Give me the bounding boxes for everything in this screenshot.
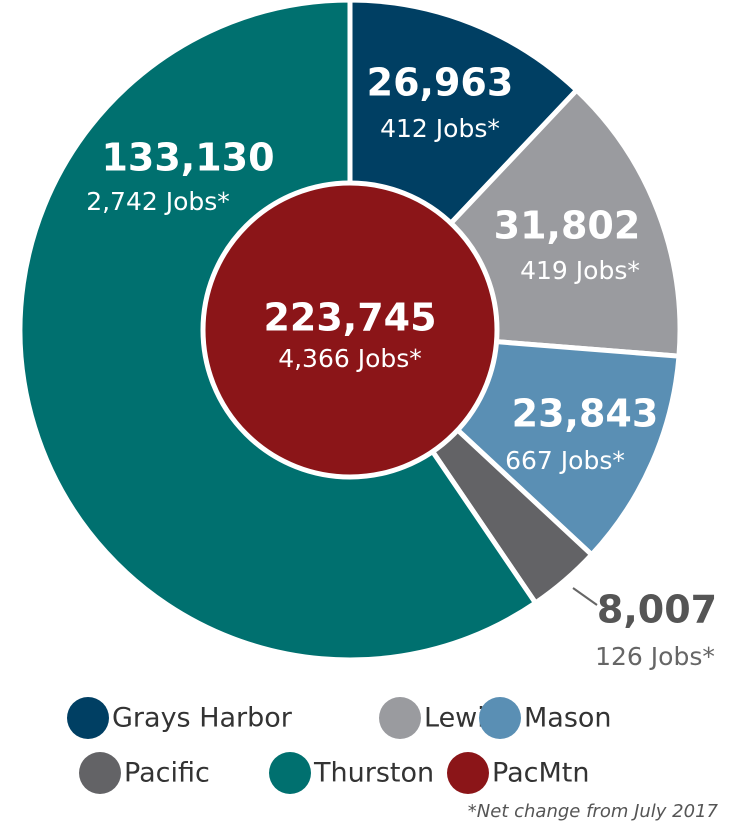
job-label: 419 Jobs* [520,256,640,285]
value-label: 26,963 [367,61,514,105]
job-label: 126 Jobs* [595,642,715,671]
value-label: 8,007 [597,588,717,632]
leader-line [572,587,598,606]
legend-label: Mason [524,703,612,734]
center-value-label: 223,745 [263,296,436,340]
job-label: 667 Jobs* [505,446,625,475]
center-job-label: 4,366 Jobs* [278,344,422,373]
legend-label: Thurston [313,758,434,789]
job-label: 412 Jobs* [380,114,500,143]
legend-label: PacMtn [492,758,589,789]
legend-swatch [447,752,489,794]
legend-swatch [79,752,121,794]
legend-swatch [67,697,109,739]
legend-label: Grays Harbor [112,703,293,734]
legend-swatch [269,752,311,794]
job-label: 2,742 Jobs* [86,187,230,216]
footnote: *Net change from July 2017 [468,801,719,822]
legend-swatch [479,697,521,739]
legend-swatch [379,697,421,739]
value-label: 23,843 [512,392,659,436]
legend-label: Pacific [124,758,210,789]
center-circle [200,180,500,480]
value-label: 31,802 [494,204,641,248]
value-label: 133,130 [101,136,274,180]
